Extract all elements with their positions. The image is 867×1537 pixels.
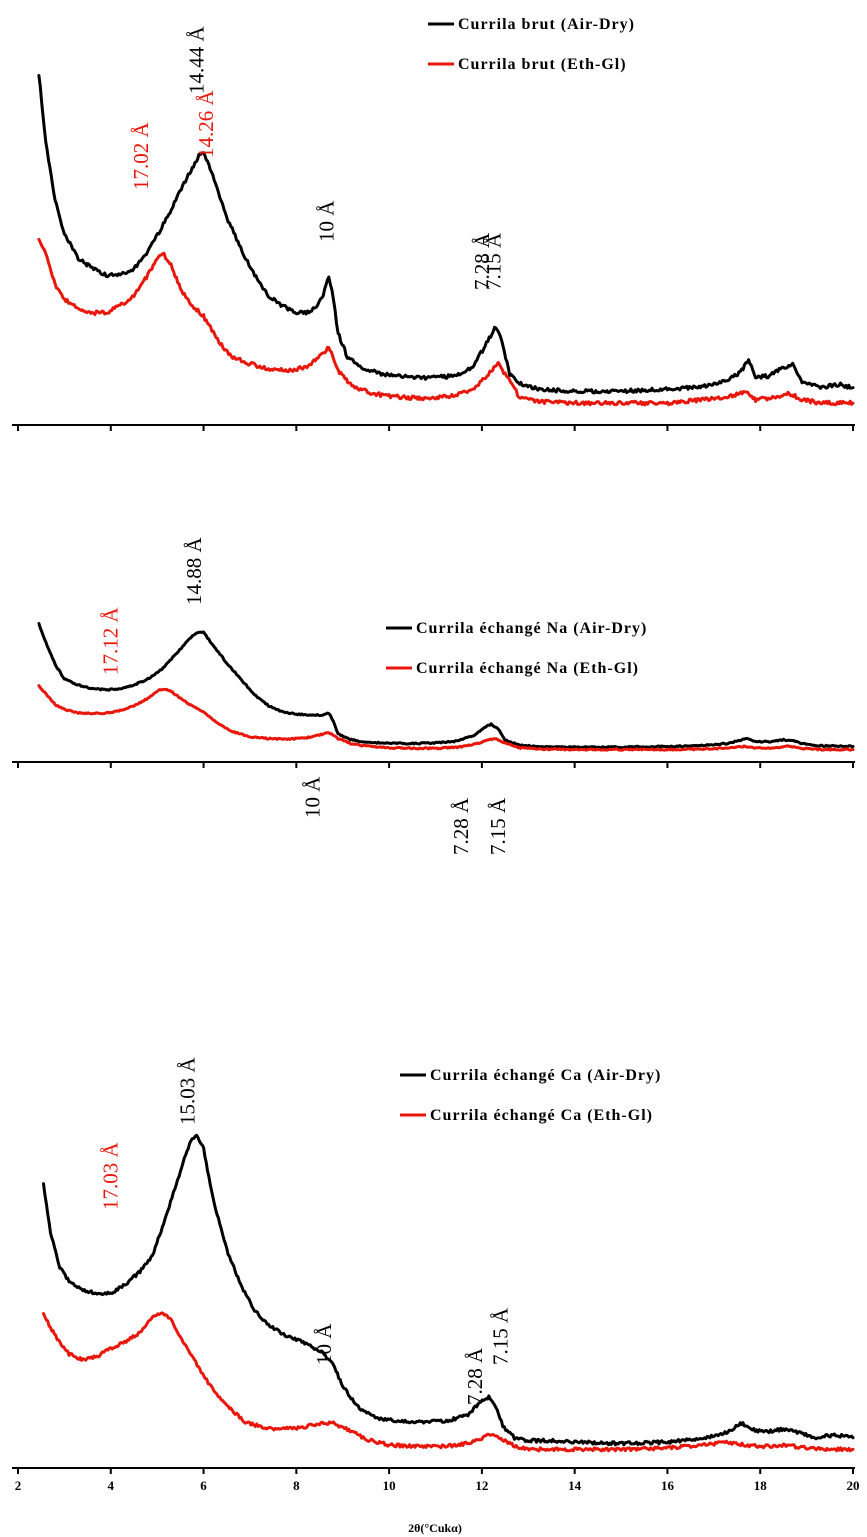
peak-label: 17.03 Å	[99, 1142, 123, 1211]
legend-entry: Currila brut (Air-Dry)	[458, 16, 635, 33]
x-tick-label: 4	[108, 1478, 115, 1493]
x-tick-label: 20	[847, 1478, 860, 1493]
series-line-air-dry	[42, 1133, 855, 1447]
x-axis-title: 2θ(°Cukα)	[408, 1521, 462, 1535]
series-line-air-dry	[37, 622, 855, 750]
legend-entry: Currila échangé Ca (Eth-Gl)	[430, 1107, 653, 1124]
panel-bottom: 2 4 6 8 10 12 14 16 18 20 Currila échangé Ca (Air-…	[12, 1057, 860, 1493]
peak-label: 17.12 Å	[99, 607, 123, 676]
series-line-eth-gl	[37, 237, 855, 407]
series-line-eth-gl	[37, 684, 855, 752]
peak-label: 10 Å	[314, 200, 338, 242]
x-tick-label: 2	[15, 1478, 22, 1493]
x-tick-label: 8	[293, 1478, 300, 1493]
peak-label: 7.15 Å	[488, 1307, 512, 1365]
peak-label: 7.28 Å	[449, 797, 473, 855]
peak-label: 14.88 Å	[182, 537, 206, 606]
peak-label: 14.44 Å	[185, 26, 209, 94]
series-line-eth-gl	[42, 1311, 855, 1453]
peak-label: 10 Å	[301, 776, 325, 818]
legend-entry: Currila brut (Eth-Gl)	[458, 56, 627, 73]
x-tick-label: 16	[661, 1478, 675, 1493]
x-tick-label: 10	[383, 1478, 396, 1493]
series-line-air-dry	[37, 74, 855, 395]
peak-label: 17.02 Å	[129, 122, 153, 191]
legend-entry: Currila échangé Ca (Air-Dry)	[430, 1067, 661, 1084]
peak-label: 7.28 Å	[470, 232, 494, 290]
legend-entry: Currila échangé Na (Eth-Gl)	[416, 660, 639, 677]
peak-label: 15.03 Å	[175, 1057, 199, 1126]
peak-label: 7.15 Å	[481, 232, 505, 290]
peak-label: 7.28 Å	[463, 1347, 487, 1405]
peak-label: 14.26 Å	[194, 90, 218, 158]
x-tick-label: 18	[754, 1478, 768, 1493]
panel-middle: Currila échangé Na (Air-Dry) Currila écha…	[12, 537, 855, 855]
x-tick-label: 14	[568, 1478, 582, 1493]
legend-entry: Currila échangé Na (Air-Dry)	[416, 620, 647, 637]
x-tick-label: 12	[475, 1478, 488, 1493]
panel-top: Currila brut (Air-Dry) Currila brut (Eth-…	[12, 16, 855, 431]
x-tick-label: 6	[200, 1478, 207, 1493]
peak-label: 7.15 Å	[486, 797, 510, 855]
peak-label: 10 Å	[312, 1323, 336, 1365]
